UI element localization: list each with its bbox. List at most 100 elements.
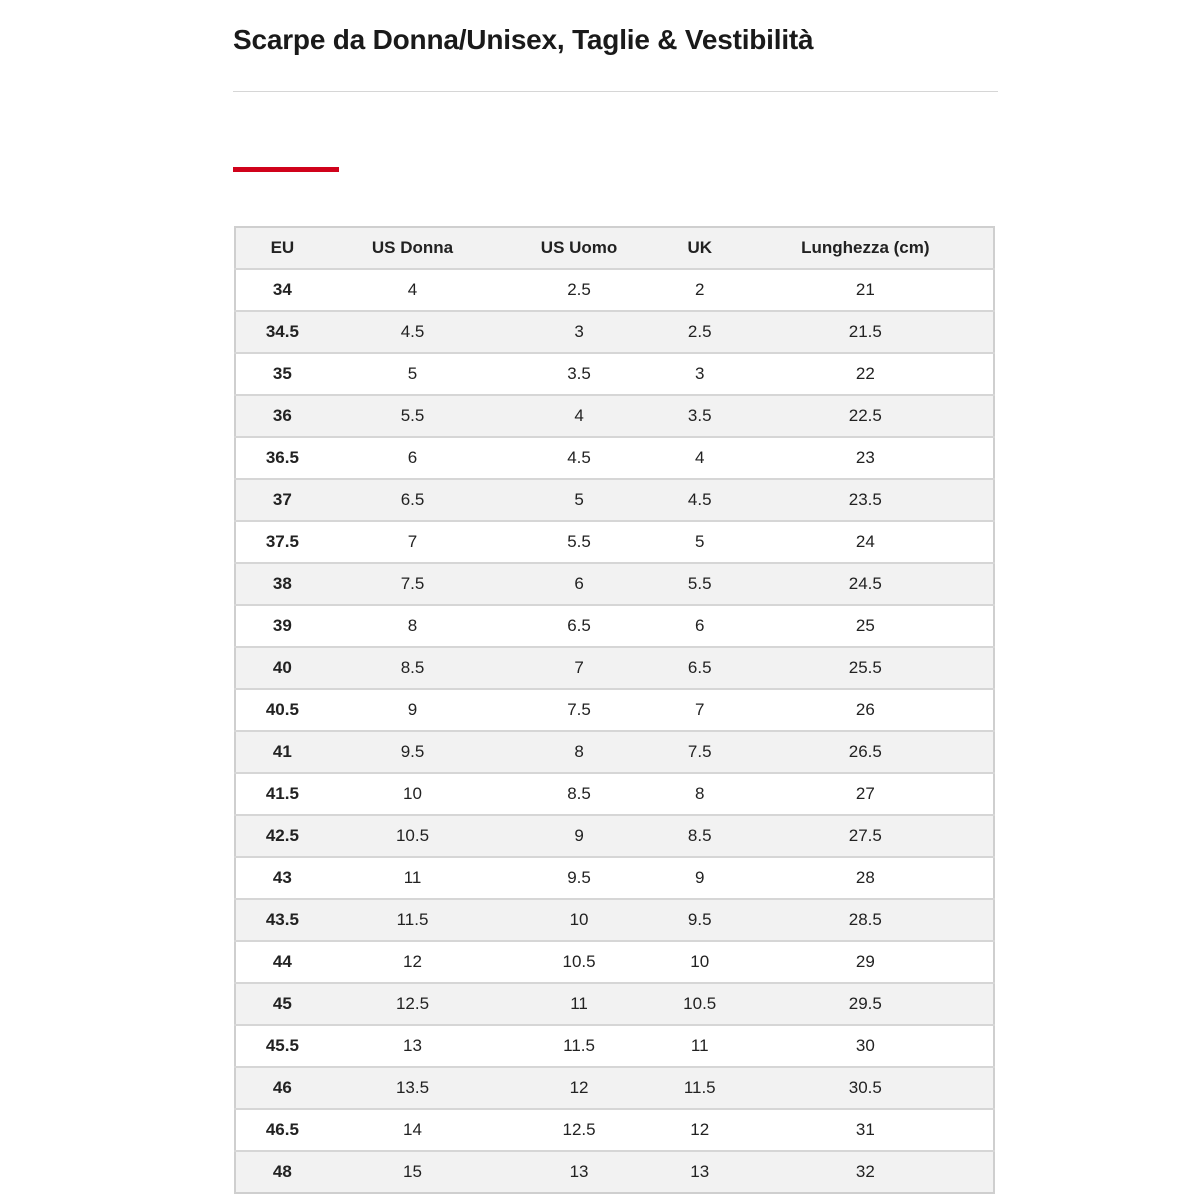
table-cell: 10 <box>496 899 662 942</box>
table-cell: 10.5 <box>661 983 738 1026</box>
table-cell: 7.5 <box>496 689 662 732</box>
table-cell: 25 <box>737 605 994 648</box>
table-row: 36 5.5 4 3.5 22.5 <box>235 395 994 438</box>
table-cell: 3 <box>496 311 662 354</box>
table-row: 44 12 10.5 10 29 <box>235 941 994 984</box>
table-cell: 41 <box>235 731 329 774</box>
table-cell: 28.5 <box>737 899 994 942</box>
table-cell: 9.5 <box>496 857 662 900</box>
table-cell: 12.5 <box>328 983 497 1026</box>
table-cell: 37.5 <box>235 521 329 564</box>
table-cell: 38 <box>235 563 329 606</box>
table-cell: 37 <box>235 479 329 522</box>
table-cell: 44 <box>235 941 329 984</box>
table-cell: 9.5 <box>328 731 497 774</box>
table-row: 46 13.5 12 11.5 30.5 <box>235 1067 994 1110</box>
table-cell: 13.5 <box>328 1067 497 1110</box>
table-cell: 29 <box>737 941 994 984</box>
size-chart-table: EU US Donna US Uomo UK Lunghezza (cm) 34 4 2.5… <box>234 226 995 1194</box>
table-cell: 10.5 <box>496 941 662 984</box>
table-cell: 26.5 <box>737 731 994 774</box>
table-cell: 10 <box>661 941 738 984</box>
column-header: UK <box>661 227 738 270</box>
table-cell: 27 <box>737 773 994 816</box>
table-cell: 5 <box>328 353 497 396</box>
table-cell: 26 <box>737 689 994 732</box>
table-row: 35 5 3.5 3 22 <box>235 353 994 396</box>
page-title: Scarpe da Donna/Unisex, Taglie & Vestibi… <box>233 24 814 55</box>
table-cell: 12 <box>328 941 497 984</box>
table-cell: 9.5 <box>661 899 738 942</box>
table-cell: 6.5 <box>496 605 662 648</box>
table-cell: 40 <box>235 647 329 690</box>
table-cell: 5 <box>661 521 738 564</box>
table-cell: 21 <box>737 269 994 312</box>
table-row: 39 8 6.5 6 25 <box>235 605 994 648</box>
table-cell: 6 <box>328 437 497 480</box>
table-cell: 25.5 <box>737 647 994 690</box>
table-cell: 34.5 <box>235 311 329 354</box>
table-cell: 30 <box>737 1025 994 1068</box>
table-row: 34.5 4.5 3 2.5 21.5 <box>235 311 994 354</box>
table-cell: 43.5 <box>235 899 329 942</box>
table-cell: 11 <box>496 983 662 1026</box>
table-cell: 7.5 <box>661 731 738 774</box>
table-cell: 8.5 <box>661 815 738 858</box>
table-cell: 8 <box>328 605 497 648</box>
table-row: 34 4 2.5 2 21 <box>235 269 994 312</box>
table-cell: 5.5 <box>661 563 738 606</box>
column-header: US Uomo <box>496 227 662 270</box>
table-cell: 48 <box>235 1151 329 1193</box>
table-cell: 8.5 <box>496 773 662 816</box>
table-cell: 36 <box>235 395 329 438</box>
table-cell: 36.5 <box>235 437 329 480</box>
column-header: Lunghezza (cm) <box>737 227 994 270</box>
table-cell: 4 <box>661 437 738 480</box>
table-cell: 12.5 <box>496 1109 662 1152</box>
table-cell: 11 <box>328 857 497 900</box>
table-cell: 22 <box>737 353 994 396</box>
table-cell: 11.5 <box>661 1067 738 1110</box>
table-cell: 2.5 <box>661 311 738 354</box>
accent-bar <box>233 167 339 172</box>
table-cell: 23 <box>737 437 994 480</box>
table-cell: 2.5 <box>496 269 662 312</box>
table-row: 48 15 13 13 32 <box>235 1151 994 1193</box>
table-cell: 5.5 <box>496 521 662 564</box>
table-row: 43.5 11.5 10 9.5 28.5 <box>235 899 994 942</box>
table-cell: 21.5 <box>737 311 994 354</box>
table-cell: 9 <box>661 857 738 900</box>
table-cell: 12 <box>661 1109 738 1152</box>
table-cell: 10 <box>328 773 497 816</box>
table-row: 37 6.5 5 4.5 23.5 <box>235 479 994 522</box>
table-cell: 4 <box>328 269 497 312</box>
table-cell: 41.5 <box>235 773 329 816</box>
table-cell: 5 <box>496 479 662 522</box>
table-cell: 23.5 <box>737 479 994 522</box>
table-cell: 7 <box>496 647 662 690</box>
table-cell: 45 <box>235 983 329 1026</box>
table-cell: 4.5 <box>328 311 497 354</box>
table-cell: 7 <box>328 521 497 564</box>
table-cell: 22.5 <box>737 395 994 438</box>
table-cell: 24.5 <box>737 563 994 606</box>
table-cell: 9 <box>328 689 497 732</box>
table-cell: 29.5 <box>737 983 994 1026</box>
table-row: 41.5 10 8.5 8 27 <box>235 773 994 816</box>
table-cell: 8.5 <box>328 647 497 690</box>
table-row: 45.5 13 11.5 11 30 <box>235 1025 994 1068</box>
table-cell: 4 <box>496 395 662 438</box>
title-divider <box>233 91 998 92</box>
table-cell: 7.5 <box>328 563 497 606</box>
table-row: 40 8.5 7 6.5 25.5 <box>235 647 994 690</box>
table-cell: 3.5 <box>496 353 662 396</box>
table-cell: 24 <box>737 521 994 564</box>
table-cell: 31 <box>737 1109 994 1152</box>
table-cell: 15 <box>328 1151 497 1193</box>
table-cell: 13 <box>496 1151 662 1193</box>
table-cell: 9 <box>496 815 662 858</box>
table-cell: 6 <box>661 605 738 648</box>
table-row: 45 12.5 11 10.5 29.5 <box>235 983 994 1026</box>
table-row: 37.5 7 5.5 5 24 <box>235 521 994 564</box>
column-header: US Donna <box>328 227 497 270</box>
